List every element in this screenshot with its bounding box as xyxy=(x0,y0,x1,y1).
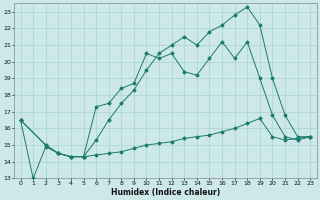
X-axis label: Humidex (Indice chaleur): Humidex (Indice chaleur) xyxy=(111,188,220,197)
